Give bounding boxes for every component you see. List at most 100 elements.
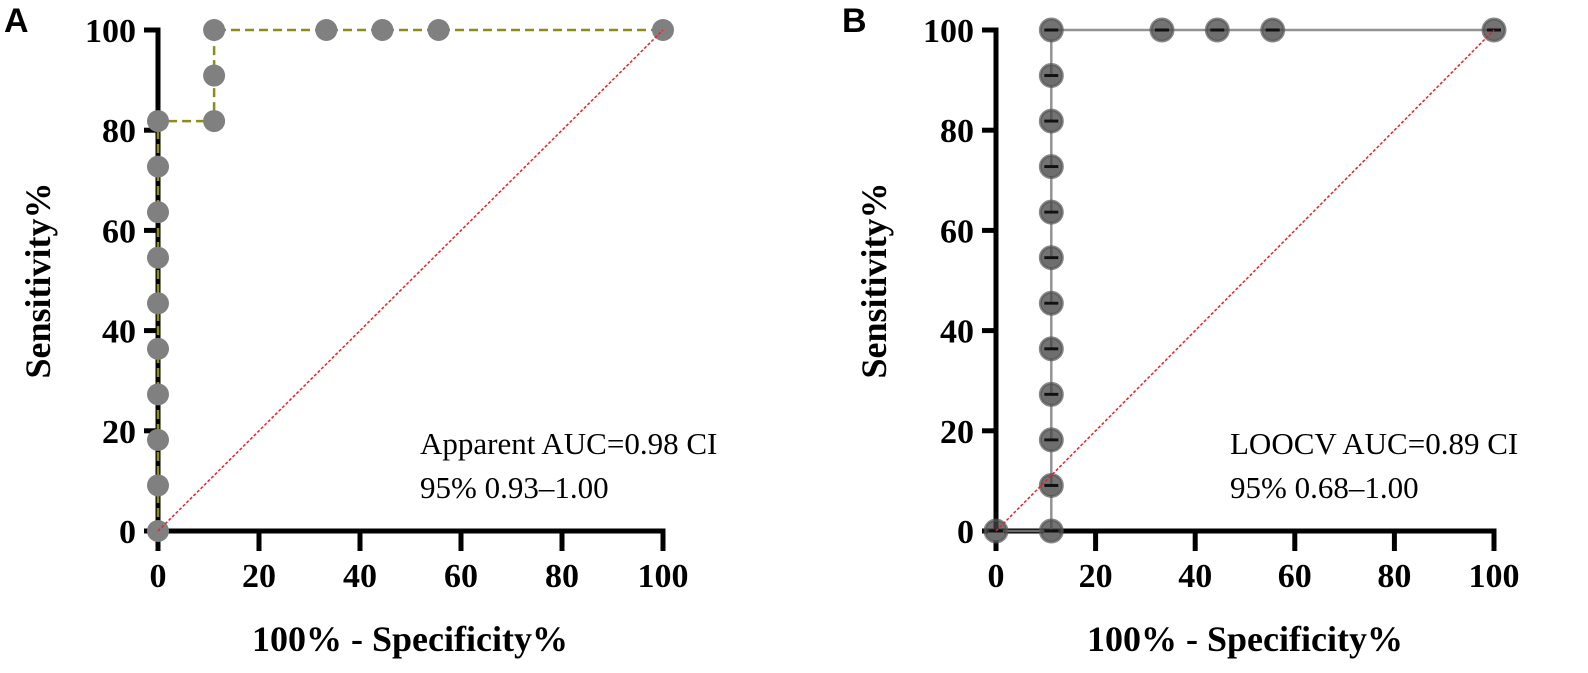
x-tick-label: 80 <box>1377 558 1411 595</box>
y-tick-label: 100 <box>923 13 974 50</box>
data-point <box>147 474 169 497</box>
y-tick-label: 0 <box>119 514 136 551</box>
data-point-lower-half <box>1153 31 1170 40</box>
data-point-stripe <box>1044 119 1059 123</box>
data-point <box>147 246 169 269</box>
y-tick-label: 20 <box>940 414 974 451</box>
y-tick-label: 60 <box>102 213 136 250</box>
data-point <box>203 19 226 41</box>
data-point <box>1038 245 1064 271</box>
data-point-lower-half <box>1043 122 1060 131</box>
data-point-lower-half <box>1043 168 1060 177</box>
data-point-marker <box>147 428 169 451</box>
data-point <box>1038 108 1064 134</box>
x-tick-label: 0 <box>150 558 167 595</box>
data-point <box>1204 17 1230 43</box>
data-point-stripe <box>1044 301 1059 305</box>
data-point-stripe <box>1044 347 1059 351</box>
chart-panel-a: A 0 20 40 60 80 100 0 20 40 60 80 100 100% - Specific… <box>4 2 717 659</box>
data-point-marker <box>203 64 226 87</box>
auc-annotation-line: Apparent AUC=0.98 CI <box>420 426 717 461</box>
y-tick-label: 0 <box>957 514 974 551</box>
x-tick-label: 40 <box>343 558 377 595</box>
data-point-lower-half <box>1043 486 1060 495</box>
data-point-lower-half <box>1264 31 1281 40</box>
data-point-marker <box>147 110 169 133</box>
data-point <box>427 19 450 41</box>
x-axis-title: 100% - Specificity% <box>1087 619 1403 659</box>
panel-label: B <box>842 2 867 40</box>
data-point-stripe <box>1044 28 1059 32</box>
x-tick-label: 40 <box>1178 558 1212 595</box>
x-tick-label: 100 <box>638 558 689 595</box>
auc-annotation-line: 95% 0.93–1.00 <box>420 470 609 505</box>
y-tick-label: 80 <box>940 113 974 150</box>
data-point-lower-half <box>1043 259 1060 268</box>
auc-annotation-line: LOOCV AUC=0.89 CI <box>1230 426 1518 461</box>
data-point-stripe <box>1044 483 1059 487</box>
data-point-stripe <box>1210 28 1225 32</box>
data-point-stripe <box>1044 438 1059 442</box>
y-tick-label: 20 <box>102 414 136 451</box>
data-point-stripe <box>1044 529 1059 533</box>
data-point <box>1038 336 1064 362</box>
data-point <box>315 19 338 41</box>
data-point-lower-half <box>1043 304 1060 313</box>
data-point <box>1038 154 1064 180</box>
y-tick-label: 80 <box>102 113 136 150</box>
data-point <box>147 292 169 315</box>
data-point-stripe <box>1154 28 1169 32</box>
data-point <box>203 64 226 87</box>
data-point-marker <box>147 155 169 178</box>
x-tick-label: 20 <box>1079 558 1113 595</box>
auc-annotation-line: 95% 0.68–1.00 <box>1230 470 1419 505</box>
data-point <box>147 383 169 406</box>
data-point <box>147 110 169 133</box>
data-point <box>1038 63 1064 89</box>
reference-line <box>157 29 664 532</box>
data-point-lower-half <box>1043 441 1060 450</box>
y-tick-label: 40 <box>102 314 136 351</box>
y-axis-title: Sensitivity% <box>854 182 894 378</box>
y-axis-title: Sensitivity% <box>18 182 58 378</box>
data-point-stripe <box>1044 165 1059 169</box>
data-point <box>203 110 226 133</box>
x-tick-label: 60 <box>1278 558 1312 595</box>
data-point-lower-half <box>1043 31 1060 40</box>
y-tick-label: 100 <box>85 13 136 50</box>
data-point <box>371 19 394 41</box>
data-point <box>1038 381 1064 407</box>
x-tick-label: 20 <box>242 558 276 595</box>
data-point-marker <box>147 201 169 224</box>
data-point-lower-half <box>1043 395 1060 404</box>
data-point-marker <box>147 246 169 269</box>
data-point-stripe <box>1044 74 1059 78</box>
data-point-marker <box>147 474 169 497</box>
data-point-stripe <box>1044 392 1059 396</box>
data-point-lower-half <box>1043 532 1060 541</box>
data-point-marker <box>315 19 338 41</box>
data-point-marker <box>203 19 226 41</box>
data-point-stripe <box>1044 256 1059 260</box>
data-point <box>1038 518 1064 544</box>
x-tick-label: 100 <box>1469 558 1520 595</box>
data-point <box>147 337 169 360</box>
data-point <box>1038 290 1064 316</box>
x-tick-label: 60 <box>444 558 478 595</box>
y-tick-label: 40 <box>940 314 974 351</box>
chart-panel-b: B 0 20 40 60 80 100 0 20 40 60 80 100 100% - Specific… <box>842 2 1520 659</box>
data-point <box>147 201 169 224</box>
panel-label: A <box>4 2 29 40</box>
x-axis-title: 100% - Specificity% <box>252 619 568 659</box>
data-point-lower-half <box>1209 31 1226 40</box>
x-tick-label: 0 <box>988 558 1005 595</box>
data-point-stripe <box>1265 28 1280 32</box>
data-point-lower-half <box>1043 77 1060 86</box>
data-point <box>1038 427 1064 453</box>
y-tick-label: 60 <box>940 213 974 250</box>
data-point <box>147 155 169 178</box>
data-point <box>1038 199 1064 225</box>
data-point-marker <box>203 110 226 133</box>
data-point <box>652 19 674 41</box>
data-point-marker <box>147 292 169 315</box>
